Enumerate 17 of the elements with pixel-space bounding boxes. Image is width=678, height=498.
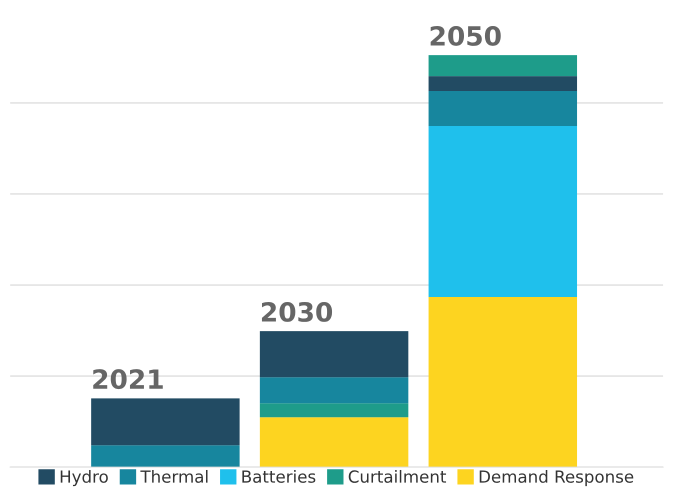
x-tick-label: 2030 [262, 302, 332, 322]
legend-label: Batteries [242, 470, 316, 483]
bar [428, 76, 578, 91]
legend-label: Demand Response [480, 470, 634, 486]
bar [260, 331, 408, 378]
bar [260, 417, 408, 468]
bar [428, 90, 578, 126]
legend-label: Hydro [60, 470, 108, 486]
bar [428, 55, 578, 76]
legend-label: Curtailment [348, 470, 446, 483]
bar [260, 377, 408, 404]
x-tick-label: 2021 [93, 369, 163, 390]
bar [260, 403, 408, 418]
bar [428, 126, 578, 297]
x-tick-label: 2050 [430, 26, 501, 46]
bar [91, 398, 240, 446]
legend-label: Thermal [140, 470, 208, 483]
